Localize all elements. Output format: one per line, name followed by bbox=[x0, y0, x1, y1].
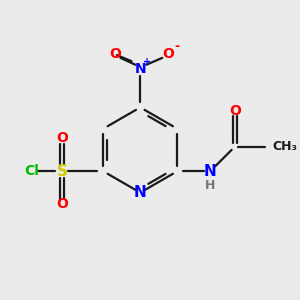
Text: O: O bbox=[56, 197, 68, 211]
Text: O: O bbox=[162, 47, 174, 61]
Text: +: + bbox=[143, 57, 151, 67]
Text: O: O bbox=[110, 47, 122, 61]
Text: H: H bbox=[205, 178, 215, 192]
Text: N: N bbox=[134, 62, 146, 76]
Text: O: O bbox=[56, 131, 68, 145]
Text: -: - bbox=[174, 40, 179, 53]
Text: Cl: Cl bbox=[24, 164, 39, 178]
Text: CH₃: CH₃ bbox=[272, 140, 297, 153]
Text: S: S bbox=[57, 164, 68, 179]
Text: O: O bbox=[229, 104, 241, 118]
Text: N: N bbox=[134, 185, 147, 200]
Text: N: N bbox=[204, 164, 217, 179]
